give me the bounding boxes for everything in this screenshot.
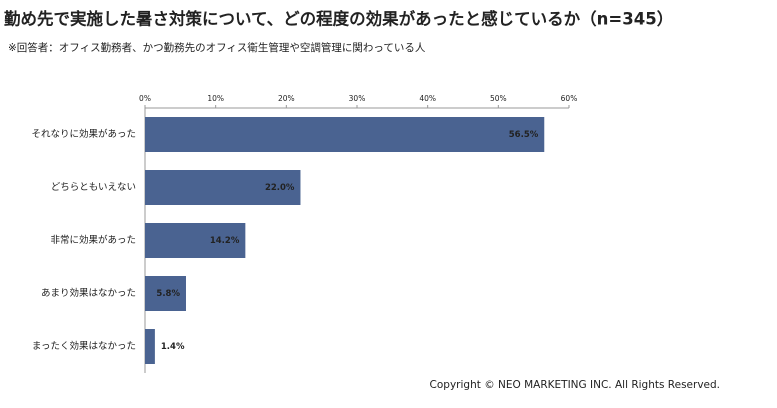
- bar: [145, 276, 186, 311]
- x-tick-label: 10%: [207, 94, 224, 103]
- y-tick-label: まったく効果はなかった: [32, 340, 136, 352]
- bar: [145, 223, 246, 258]
- x-tick-label: 60%: [561, 94, 578, 103]
- bar: [145, 329, 155, 364]
- y-tick-label: 非常に効果があった: [50, 234, 136, 246]
- copyright: Copyright © NEO MARKETING INC. All Right…: [430, 379, 720, 391]
- x-tick-label: 50%: [490, 94, 507, 103]
- data-label: 56.5%: [509, 130, 539, 140]
- data-label: 14.2%: [210, 236, 240, 246]
- x-tick-label: 0%: [139, 94, 151, 103]
- y-tick-label: どちらともいえない: [51, 182, 136, 193]
- bar: [145, 170, 301, 205]
- chart-subtitle: ※回答者：オフィス勤務者、かつ勤務先のオフィス衛生管理や空調管理に関わっている人: [8, 41, 426, 54]
- x-tick-label: 40%: [419, 94, 436, 103]
- data-label: 22.0%: [265, 183, 295, 193]
- data-label: 5.8%: [156, 289, 180, 299]
- data-label: 1.4%: [161, 342, 185, 352]
- x-tick-label: 20%: [278, 94, 295, 103]
- x-tick-label: 30%: [349, 94, 366, 103]
- y-tick-label: それなりに効果があった: [31, 128, 136, 140]
- y-tick-label: あまり効果はなかった: [41, 287, 136, 299]
- bar: [145, 117, 545, 152]
- chart-title: 勤め先で実施した暑さ対策について、どの程度の効果があったと感じているか（n=34…: [4, 9, 673, 29]
